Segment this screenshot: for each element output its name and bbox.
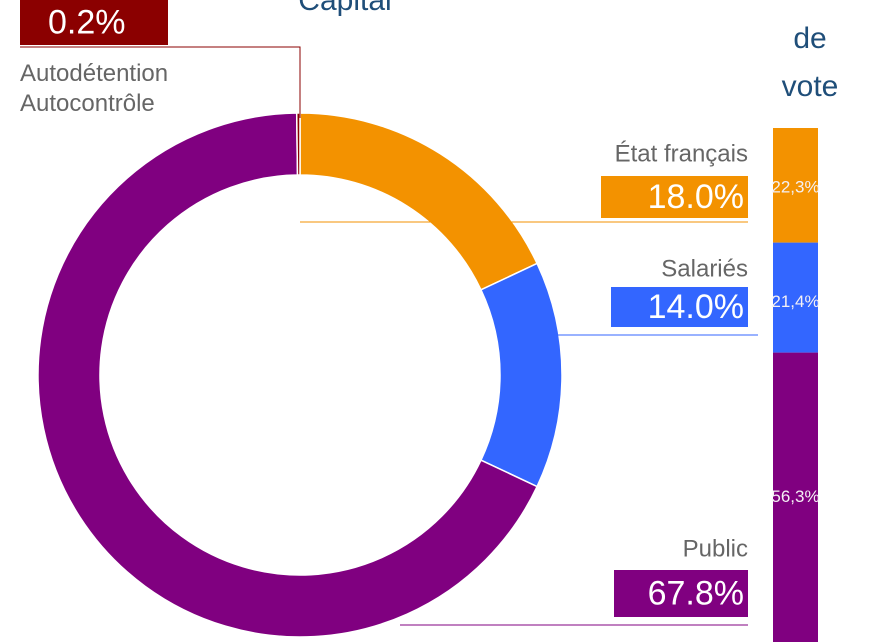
donut-slice [479,262,563,488]
donut-slice [299,112,539,291]
bar-segment [773,352,818,642]
category-label: Salariés [661,255,748,282]
chart-title: de vote [782,22,839,103]
category-label: État français [615,140,748,167]
leader-line [20,46,301,118]
data-label: 14.0% [648,288,744,326]
bar-segment [773,242,818,353]
label-box [601,176,748,218]
label-box [614,570,748,617]
data-label: 22,3% [771,177,819,196]
donut-slice [295,112,301,176]
bar-segment [773,128,818,243]
data-label: 0.2% [48,3,126,41]
chart-title: Capital [298,0,391,17]
category-label: Autodétention Autocontrôle [20,60,168,117]
donut-slice [37,112,539,638]
category-label: Public [683,535,748,562]
data-label: 56,3% [771,487,819,506]
data-label: 18.0% [648,178,744,216]
data-label: 21,4% [771,292,819,311]
label-box [611,287,748,327]
data-label: 67.8% [648,574,744,612]
label-box [20,0,168,45]
